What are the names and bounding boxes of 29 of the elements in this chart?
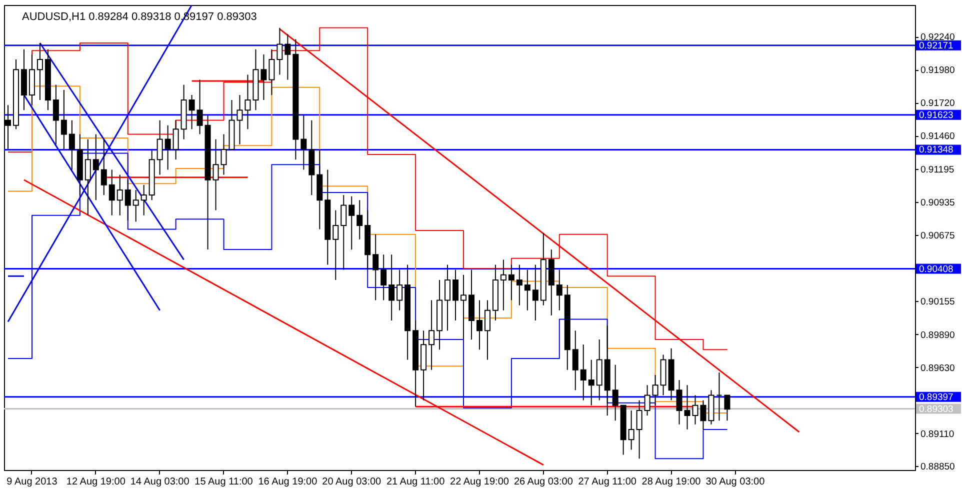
ref-line-label: 0.89397	[919, 392, 954, 403]
x-tick-label: 9 Aug 2013	[6, 476, 58, 488]
y-tick-label: 0.91980	[920, 65, 955, 76]
ref-line-label: 0.91623	[919, 110, 954, 121]
x-tick-label: 16 Aug 19:00	[258, 476, 318, 488]
x-tick-label: 12 Aug 19:00	[66, 476, 126, 488]
x-tick-label: 21 Aug 11:00	[386, 476, 446, 488]
x-tick-label: 28 Aug 19:00	[642, 476, 702, 488]
y-tick-label: 0.89630	[920, 362, 955, 374]
ref-line-label: 0.91348	[919, 144, 954, 156]
x-tick-label: 22 Aug 19:00	[450, 476, 510, 488]
x-tick-label: 26 Aug 03:00	[514, 476, 574, 488]
ref-line-label: 0.90408	[919, 264, 954, 275]
y-tick-label: 0.91195	[920, 164, 954, 176]
y-tick-label: 0.90155	[920, 296, 955, 308]
y-tick-label: 0.90935	[920, 198, 955, 209]
ref-line-label: 0.89303	[919, 404, 954, 415]
x-tick-label: 15 Aug 11:00	[194, 476, 254, 488]
x-tick-label: 20 Aug 03:00	[322, 476, 382, 488]
x-tick-label: 14 Aug 03:00	[130, 476, 190, 488]
y-tick-label: 0.88850	[920, 462, 955, 473]
y-tick-label: 0.89890	[920, 330, 955, 341]
y-tick-label: 0.89110	[920, 428, 954, 440]
x-tick-label: 30 Aug 03:00	[706, 476, 766, 488]
y-tick-label: 0.91720	[920, 98, 955, 110]
y-tick-label: 0.90675	[920, 230, 955, 242]
x-tick-label: 27 Aug 11:00	[578, 476, 637, 488]
y-tick-label: 0.91460	[920, 131, 955, 142]
ref-line-label: 0.92171	[919, 40, 954, 52]
